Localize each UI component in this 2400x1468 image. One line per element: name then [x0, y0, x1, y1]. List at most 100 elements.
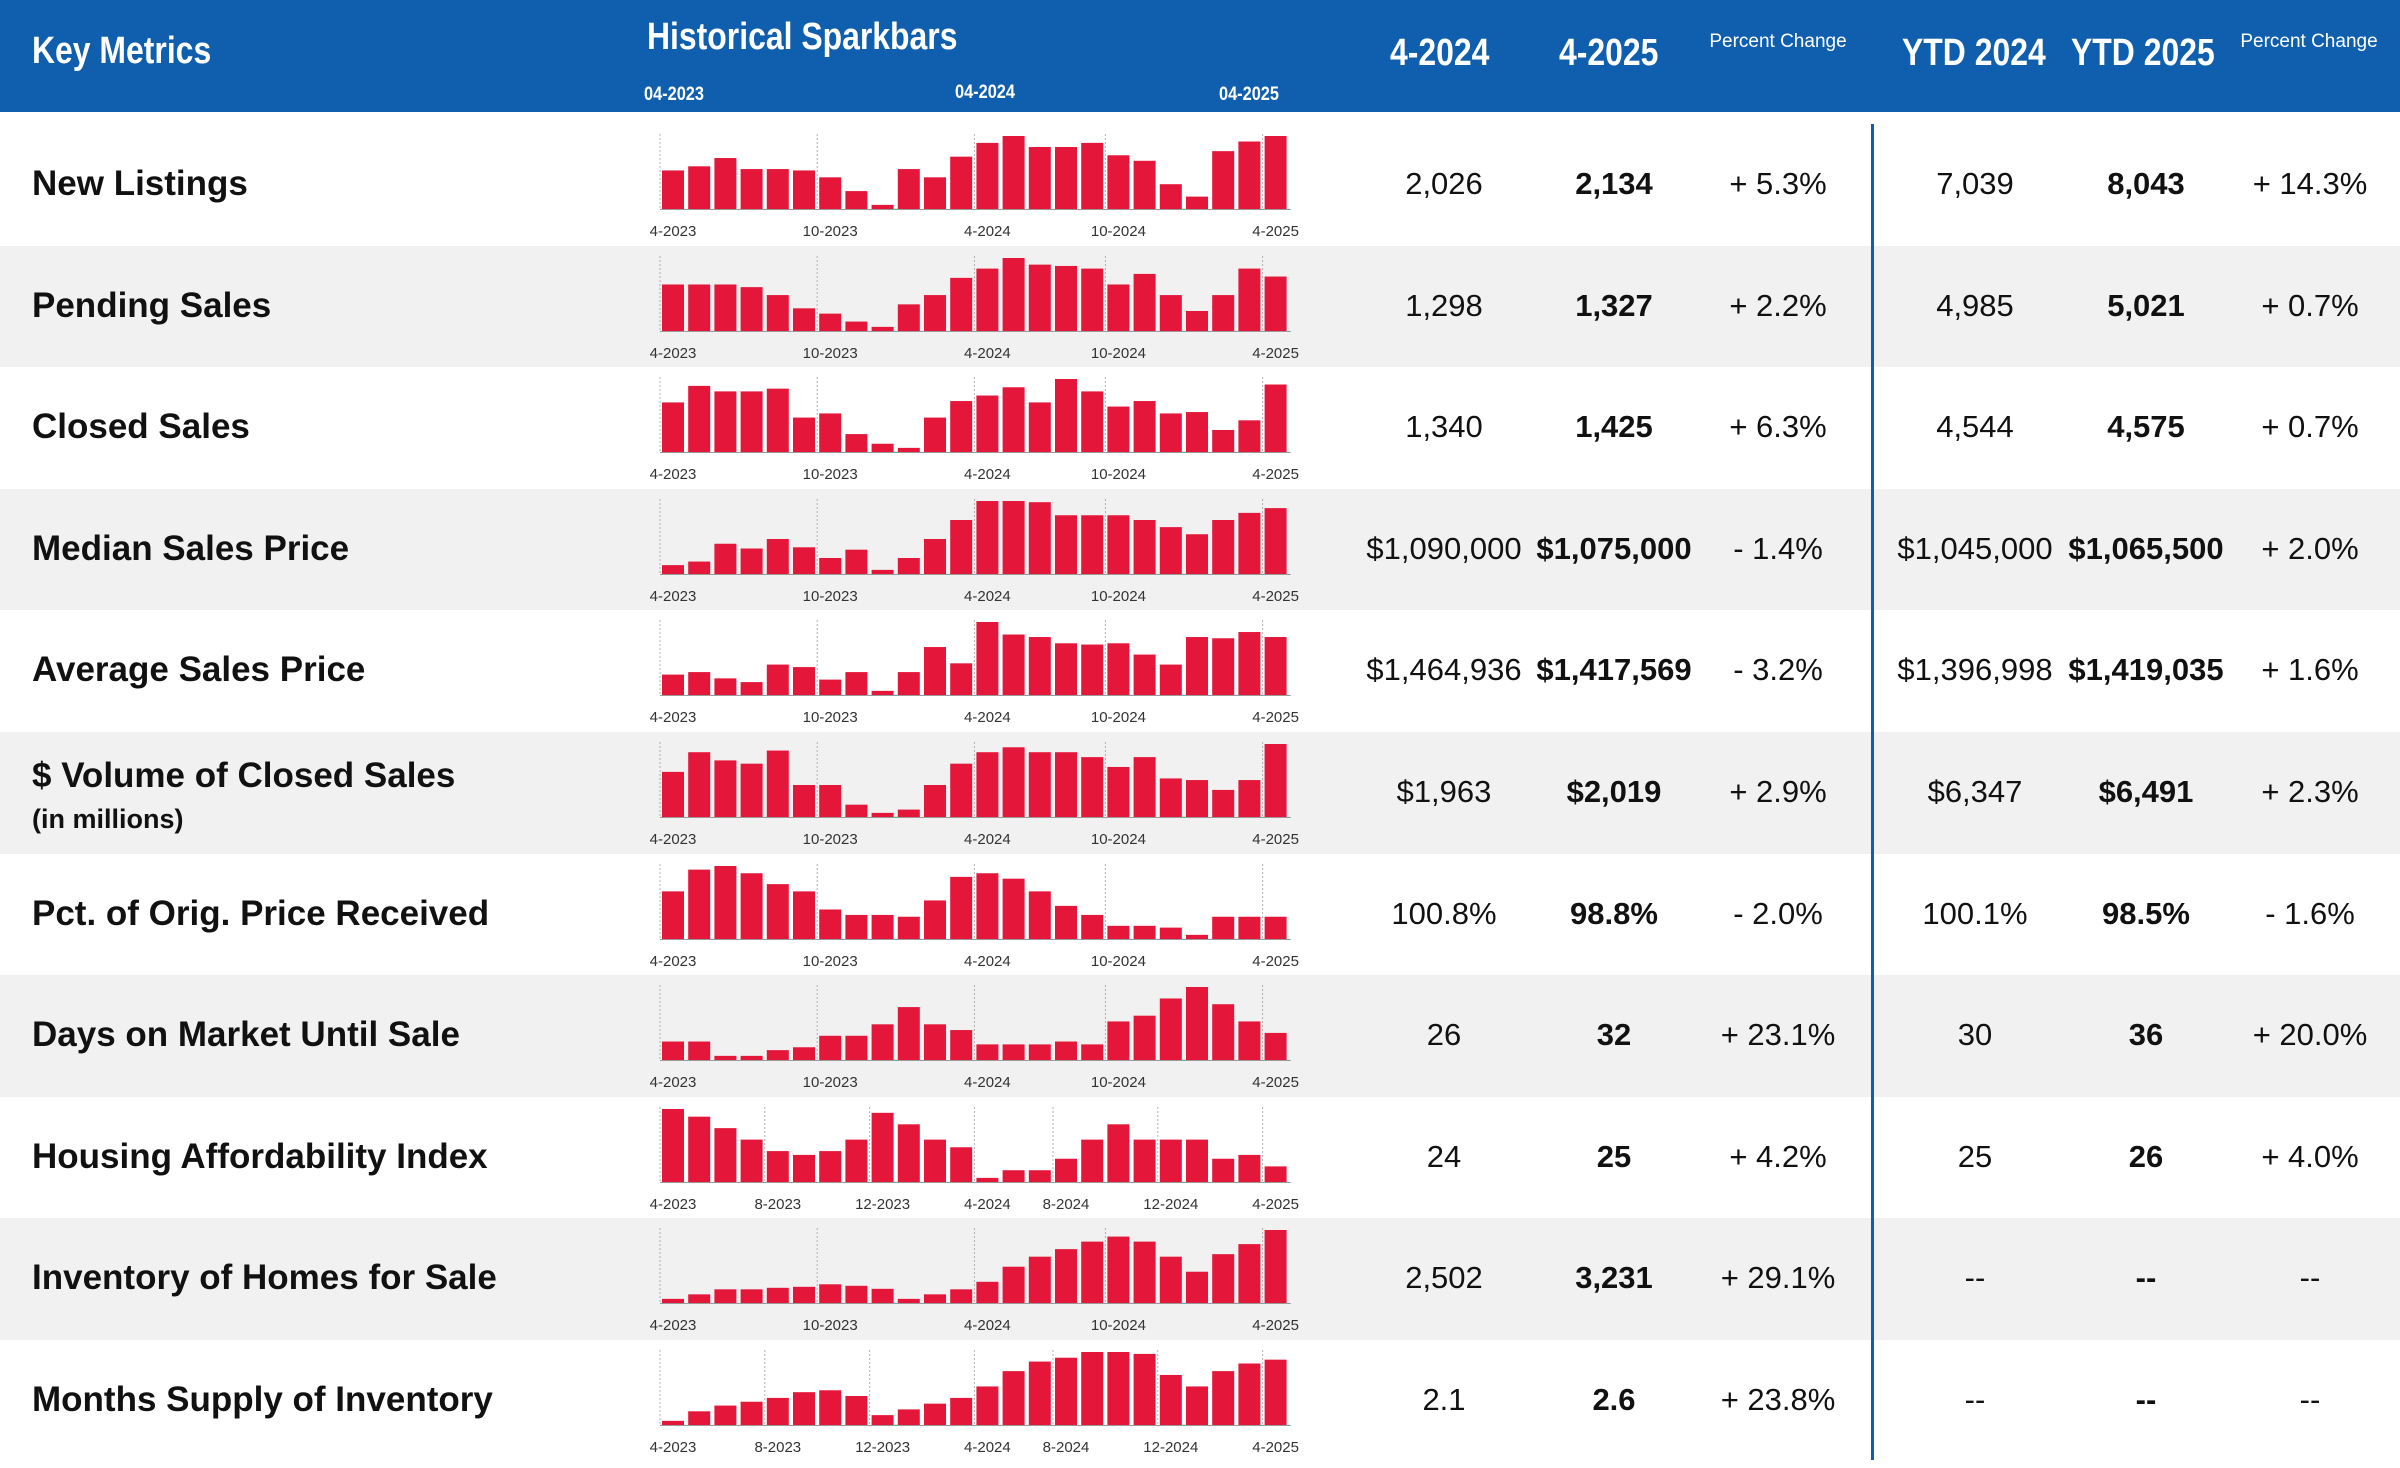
- sparkbar-tick-label: 10-2023: [803, 345, 858, 362]
- value-4-2024: 1,298: [1405, 287, 1483, 323]
- sparkbar-bar: [1081, 391, 1104, 453]
- sparkbar-bar: [819, 909, 842, 939]
- sparkbar-bar: [1159, 778, 1182, 817]
- sparkbar-bar: [1264, 276, 1287, 331]
- value-ytd-2025: 36: [2128, 1017, 2164, 1053]
- sparkbar-bar: [950, 1030, 973, 1061]
- sparkbar-bar: [1159, 1374, 1182, 1425]
- sparkbar-bar: [1264, 507, 1287, 574]
- sparkbar-bar: [897, 672, 920, 696]
- sparkbar-tick-label: 12-2023: [855, 1196, 910, 1213]
- value-4-2025: 1,425: [1575, 409, 1653, 445]
- sparkbar-tick-label: 8-2023: [754, 1439, 801, 1456]
- sparkbar-bar: [793, 307, 815, 331]
- value-4-2025: $1,075,000: [1536, 530, 1692, 566]
- sparkbar-bar: [1002, 747, 1025, 817]
- sparkbar-bar: [793, 784, 815, 817]
- metric-sublabel: (in millions): [32, 804, 184, 834]
- sparkbar-tick-label: 10-2024: [1091, 831, 1146, 848]
- sparkbar-bar: [1212, 1158, 1235, 1182]
- column-ytd-percent-change: Percent Change: [2240, 31, 2378, 52]
- sparkbar-bar: [766, 750, 789, 817]
- sparkbar-bar: [714, 1056, 737, 1061]
- sparkbar-tick-label: 10-2023: [803, 831, 858, 848]
- sparkbar-bar: [819, 177, 842, 209]
- percent-change: + 23.8%: [1720, 1382, 1836, 1417]
- sparkbar-bar: [819, 1150, 842, 1182]
- sparkbar-bar: [897, 1124, 920, 1182]
- sparkbar-bar: [714, 865, 737, 939]
- sparkbar-bar: [897, 809, 920, 817]
- sparkbar-bar: [740, 391, 763, 453]
- sparkbar-bar: [662, 564, 684, 574]
- sparkbar-chart: 4-2023 10-2023 4-2024 10-2024 4-2025: [650, 1228, 1299, 1334]
- sparkbar-bar: [1186, 196, 1208, 209]
- sparkbar-bar: [766, 538, 789, 574]
- table-row: Months Supply of Inventory 2.1 2.6 + 23.8% -…: [0, 1340, 2400, 1462]
- sparkbar-tick-label: 4-2023: [650, 345, 697, 362]
- sparkbar-bar: [740, 1289, 763, 1304]
- value-ytd-2024: 30: [1957, 1017, 1993, 1053]
- ytd-divider: [1871, 124, 1874, 1460]
- sparkbar-tick-label: 4-2023: [650, 1439, 697, 1456]
- table-row: Average Sales Price $1,464,936 $1,417,569 -…: [0, 610, 2400, 733]
- column-4-2025: 4-2025: [1559, 32, 1659, 74]
- sparkbar-bar: [1081, 757, 1104, 817]
- sparkbar-bar: [924, 1024, 946, 1061]
- sparkbar-bar: [897, 1007, 920, 1061]
- sparkbar-bar: [1133, 160, 1156, 209]
- sparkbar-bar: [1159, 294, 1182, 331]
- sparkbar-bar: [714, 678, 737, 696]
- sparkbar-bar: [1002, 1170, 1025, 1182]
- sparkbar-bar: [1264, 1359, 1287, 1425]
- sparkbar-bar: [1055, 265, 1077, 331]
- sparkbar-bar: [924, 1139, 946, 1182]
- sparkbar-bar: [766, 169, 789, 209]
- ytd-percent-change: --: [2299, 1260, 2321, 1296]
- sparkbar-bar: [1238, 780, 1261, 817]
- sparkbar-bar: [897, 916, 920, 939]
- table-row: Days on Market Until Sale 26 32 + 23.1% 30 36…: [0, 975, 2400, 1098]
- sparkbar-bar: [662, 890, 684, 939]
- percent-change: + 29.1%: [1720, 1260, 1836, 1296]
- sparkbar-bar: [1028, 1257, 1051, 1304]
- sparkbar-bar: [1186, 534, 1208, 574]
- sparkbar-tick-label: 10-2024: [1091, 345, 1146, 362]
- metric-label: Closed Sales: [32, 407, 250, 447]
- sparkbar-bar: [871, 569, 894, 574]
- sparkbar-bar: [1186, 412, 1208, 453]
- sparkbar-bar: [976, 872, 999, 939]
- sparkbar-bar: [1186, 780, 1208, 817]
- ytd-percent-change: + 0.7%: [2261, 287, 2359, 323]
- table-row: $ Volume of Closed Sales (in millions) $1,…: [0, 732, 2400, 854]
- sparkbar-date-mid: 04-2024: [955, 82, 1015, 103]
- sparkbar-bar: [1028, 264, 1051, 331]
- sparkbar-bar: [1186, 310, 1208, 331]
- sparkbar-bar: [1028, 501, 1051, 574]
- sparkbar-chart: 4-2023 10-2023 4-2024 10-2024 4-2025: [650, 742, 1299, 848]
- sparkbar-bar: [1186, 1386, 1208, 1425]
- sparkbar-bar: [1055, 643, 1077, 696]
- sparkbar-tick-label: 4-2024: [964, 1439, 1011, 1456]
- sparkbar-bar: [740, 872, 763, 939]
- sparkbar-bar: [793, 547, 815, 574]
- sparkbar-bar: [1212, 916, 1235, 939]
- sparkbar-bar: [766, 1150, 789, 1182]
- sparkbar-bar: [1212, 151, 1235, 209]
- sparkbar-bar: [766, 1288, 789, 1304]
- sparkbar-tick-label: 4-2025: [1252, 1317, 1299, 1334]
- sparkbar-chart: 4-2023 10-2023 4-2024 10-2024 4-2025: [650, 620, 1299, 726]
- value-ytd-2024: --: [1964, 1382, 1986, 1417]
- sparkbar-bar: [1186, 987, 1208, 1061]
- sparkbar-bar: [688, 869, 711, 939]
- sparkbar-tick-label: 10-2024: [1091, 1074, 1146, 1091]
- sparkbar-bar: [714, 543, 737, 574]
- sparkbar-bar: [1238, 1363, 1261, 1425]
- table-row: Pending Sales 1,298 1,327 + 2.2% 4,985 5,021 +…: [0, 245, 2400, 368]
- value-4-2024: $1,464,936: [1366, 652, 1522, 688]
- sparkbar-bar: [845, 672, 868, 696]
- sparkbar-bar: [1028, 1361, 1051, 1425]
- sparkbar-chart: 4-2023 10-2023 4-2024 10-2024 4-2025: [650, 377, 1299, 483]
- sparkbar-bar: [662, 170, 684, 209]
- sparkbar-tick-label: 10-2023: [803, 709, 858, 726]
